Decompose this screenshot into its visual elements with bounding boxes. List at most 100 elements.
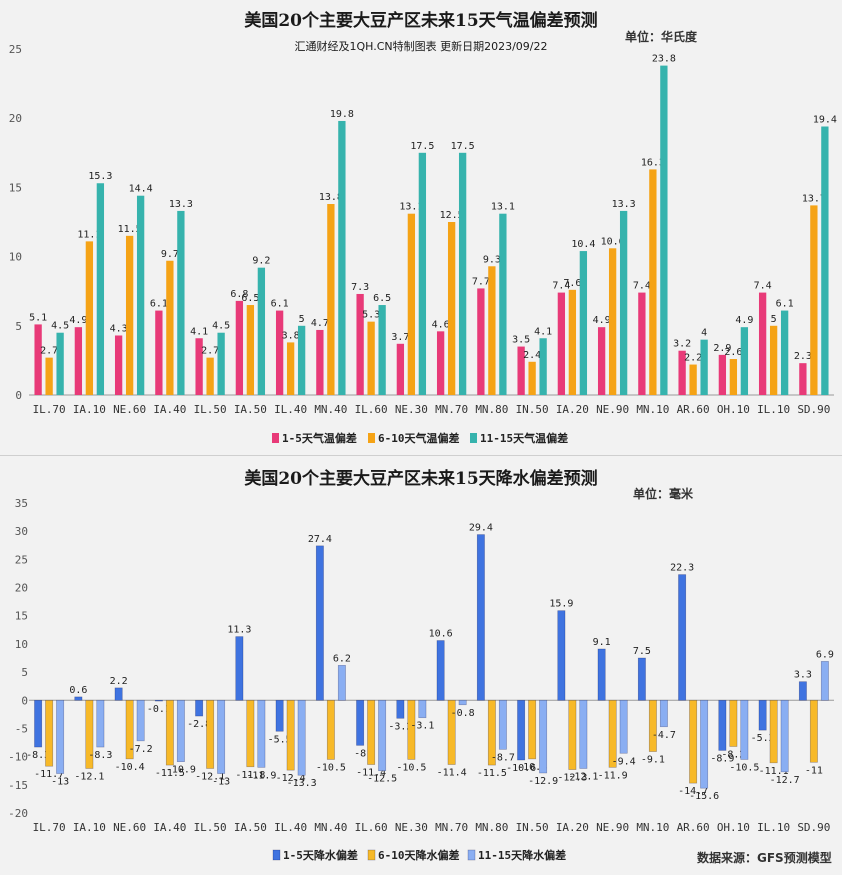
x-category-label: IL.10: [757, 821, 790, 834]
data-label: 2.4: [523, 350, 541, 361]
bar-MN.80-series-1: [477, 288, 485, 395]
bar-NE.60-series-2: [125, 235, 134, 395]
bar-SD.90-series-1: [798, 681, 807, 701]
data-label: 11.1: [77, 229, 101, 240]
bar-MN.40-series-3: [338, 120, 346, 395]
bar-IL.10-series-1: [758, 292, 767, 395]
data-label: -14.7: [678, 786, 708, 797]
data-label: 6.9: [816, 649, 834, 660]
data-label: -11.4: [437, 768, 467, 779]
data-label: -15.6: [689, 791, 719, 802]
bar-IL.40-series-1: [275, 699, 284, 732]
legend-swatch: [367, 849, 376, 861]
bar-IL.60-series-1: [356, 699, 365, 746]
bar-SD.90-series-1: [799, 363, 807, 395]
data-label: -8.3: [26, 750, 50, 761]
bar-SD.90-series-2: [810, 205, 818, 395]
bar-IA.40-series-3: [177, 210, 185, 395]
x-category-label: NE.30: [395, 821, 428, 834]
bar-OH.10-series-2: [729, 699, 738, 747]
data-label: 6.1: [776, 299, 794, 310]
data-label: -0.8: [451, 708, 475, 719]
data-label: 17.5: [451, 141, 475, 152]
data-label: 23.8: [652, 54, 676, 65]
bar-OH.10-series-3: [740, 699, 749, 760]
x-category-label: IL.40: [274, 821, 307, 834]
legend-label: 6-10天气温偏差: [378, 431, 460, 445]
data-label: 13.7: [802, 193, 826, 204]
data-label: -0.1: [147, 704, 171, 715]
x-category-label: IA.20: [556, 403, 589, 416]
x-category-label: AR.60: [677, 821, 710, 834]
bar-IA.20-series-3: [579, 251, 588, 395]
data-label: 9.7: [161, 249, 179, 260]
data-label: 7.4: [633, 281, 651, 292]
bar-IL.60-series-2: [367, 699, 376, 765]
bar-MN.70-series-2: [447, 222, 456, 395]
data-label: 27.4: [308, 534, 332, 545]
bar-IL.70-series-2: [45, 357, 53, 395]
data-label: 4.5: [212, 321, 230, 332]
y-tick-label: 15: [9, 181, 22, 194]
data-label: 4.9: [593, 315, 611, 326]
bar-IL.10-series-1: [758, 699, 767, 731]
x-category-label: OH.10: [717, 403, 750, 416]
data-label: 5.3: [362, 310, 380, 321]
bar-SD.90-series-3: [821, 126, 829, 395]
bar-MN.40-series-3: [337, 665, 346, 701]
data-label: 22.3: [670, 563, 694, 574]
bar-MN.40-series-1: [315, 545, 324, 701]
data-label: 6.5: [241, 293, 259, 304]
data-label: -3.1: [410, 721, 434, 732]
temperature-chart-svg: 0 5 10 15 20 25 5.1 4.9 4.3 6.1 4.1 6.8 6.1 4.7 7.3 3.7…: [9, 43, 837, 445]
bar-MN.10-series-3: [659, 699, 668, 728]
bar-IN.50-series-2: [528, 699, 537, 760]
x-category-label: IN.50: [516, 821, 549, 834]
x-category-label: SD.90: [797, 821, 830, 834]
bar-IA.40-series-2: [165, 699, 174, 766]
data-label: 7.7: [472, 276, 490, 287]
x-category-label: IL.10: [757, 403, 790, 416]
legend-swatch: [368, 433, 375, 443]
bar-IA.20-series-1: [557, 610, 566, 701]
bar-NE.30-series-3: [418, 699, 427, 719]
x-category-label: IN.50: [516, 403, 549, 416]
data-label: -11.8: [235, 770, 265, 781]
bar-IA.20-series-3: [579, 699, 588, 769]
bar-IL.10-series-2: [769, 325, 778, 395]
x-category-label: IL.40: [274, 403, 307, 416]
data-label: 4.6: [432, 319, 450, 330]
y-tick-label: 30: [15, 525, 28, 538]
x-category-label: IA.20: [556, 821, 589, 834]
data-label: 5: [299, 314, 305, 325]
bar-IL.40-series-1: [275, 310, 284, 395]
bar-IL.40-series-2: [286, 342, 295, 395]
data-label: -13.3: [287, 778, 317, 789]
data-label: 16.3: [641, 157, 665, 168]
bar-IA.10-series-1: [74, 327, 83, 395]
data-label: -13: [212, 777, 230, 788]
data-source-label: 数据来源：GFS预测模型: [697, 851, 832, 865]
x-category-label: IA.50: [234, 821, 267, 834]
data-label: -9.1: [641, 755, 665, 766]
x-category-label: MN.40: [314, 403, 347, 416]
data-label: 10.6: [429, 629, 453, 640]
data-label: -10.4: [517, 762, 547, 773]
bar-IL.10-series-3: [780, 310, 789, 395]
data-label: 10.4: [571, 239, 595, 250]
temperature-chart-panel: 美国20个主要大豆产区未来15天气温偏差预测 汇通财经及1QH.CN特制图表 更…: [0, 0, 842, 456]
data-label: -12.1: [195, 771, 225, 782]
bar-NE.60-series-3: [136, 699, 145, 742]
x-category-label: MN.10: [636, 403, 669, 416]
bar-IA.50-series-1: [235, 300, 244, 395]
data-label: -11.9: [598, 770, 628, 781]
temperature-chart-title: 美国20个主要大豆产区未来15天气温偏差预测: [244, 11, 598, 31]
data-label: -11.9: [246, 770, 276, 781]
bar-IL.70-series-3: [56, 699, 65, 774]
data-label: -11.1: [759, 766, 789, 777]
data-label: 4.7: [311, 318, 329, 329]
data-label: 5: [771, 314, 777, 325]
data-label: -11.4: [356, 768, 386, 779]
data-label: -8: [354, 748, 366, 759]
bar-IL.50-series-2: [206, 357, 214, 395]
